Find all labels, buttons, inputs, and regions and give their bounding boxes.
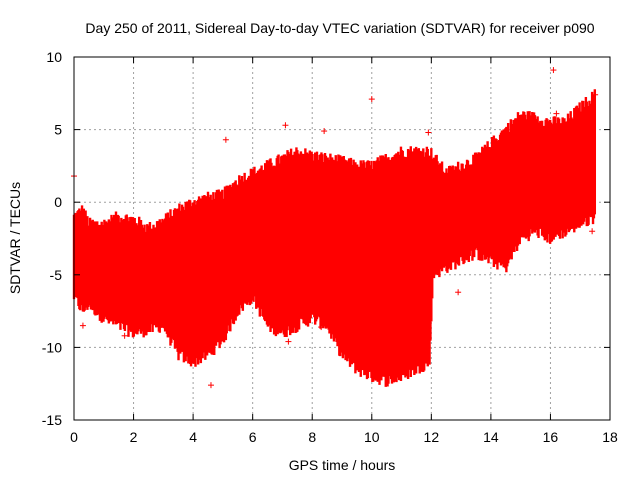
outlier-point bbox=[455, 289, 462, 296]
y-tick-label: 10 bbox=[46, 49, 62, 65]
x-tick-label: 2 bbox=[130, 429, 138, 445]
outlier-point bbox=[592, 91, 599, 98]
x-tick-label: 14 bbox=[483, 429, 499, 445]
chart-title: Day 250 of 2011, Sidereal Day-to-day VTE… bbox=[85, 20, 594, 36]
outlier-point bbox=[425, 129, 432, 136]
x-tick-label: 0 bbox=[70, 429, 78, 445]
x-tick-label: 12 bbox=[424, 429, 440, 445]
outlier-point bbox=[553, 110, 560, 117]
x-tick-label: 16 bbox=[543, 429, 559, 445]
y-tick-label: -15 bbox=[42, 412, 62, 428]
outlier-point bbox=[368, 96, 375, 103]
y-tick-label: -5 bbox=[50, 267, 63, 283]
outlier-point bbox=[207, 382, 214, 389]
outlier-point bbox=[550, 67, 557, 74]
outlier-point bbox=[282, 122, 289, 129]
x-tick-label: 10 bbox=[364, 429, 380, 445]
outlier-point bbox=[321, 128, 328, 135]
outlier-point bbox=[79, 322, 86, 329]
y-tick-label: 0 bbox=[54, 194, 62, 210]
y-tick-label: -10 bbox=[42, 339, 62, 355]
plot-frame bbox=[73, 56, 611, 421]
y-axis-label: SDTVAR / TECUs bbox=[7, 182, 23, 294]
x-tick-label: 18 bbox=[602, 429, 618, 445]
outlier-point bbox=[121, 332, 128, 339]
y-tick-label: 5 bbox=[54, 122, 62, 138]
x-tick-label: 8 bbox=[308, 429, 316, 445]
ticks: 0 2 4 6 8 10 12 14 16 18 -15 -10 -5 0 5 10 bbox=[42, 49, 618, 445]
outlier-point bbox=[222, 136, 229, 143]
x-tick-label: 4 bbox=[189, 429, 197, 445]
outlier-point bbox=[285, 338, 292, 345]
x-tick-label: 6 bbox=[249, 429, 257, 445]
outlier-point bbox=[318, 324, 325, 331]
outlier-point bbox=[589, 228, 596, 235]
data-layer bbox=[71, 67, 599, 389]
x-axis-label: GPS time / hours bbox=[289, 457, 396, 473]
